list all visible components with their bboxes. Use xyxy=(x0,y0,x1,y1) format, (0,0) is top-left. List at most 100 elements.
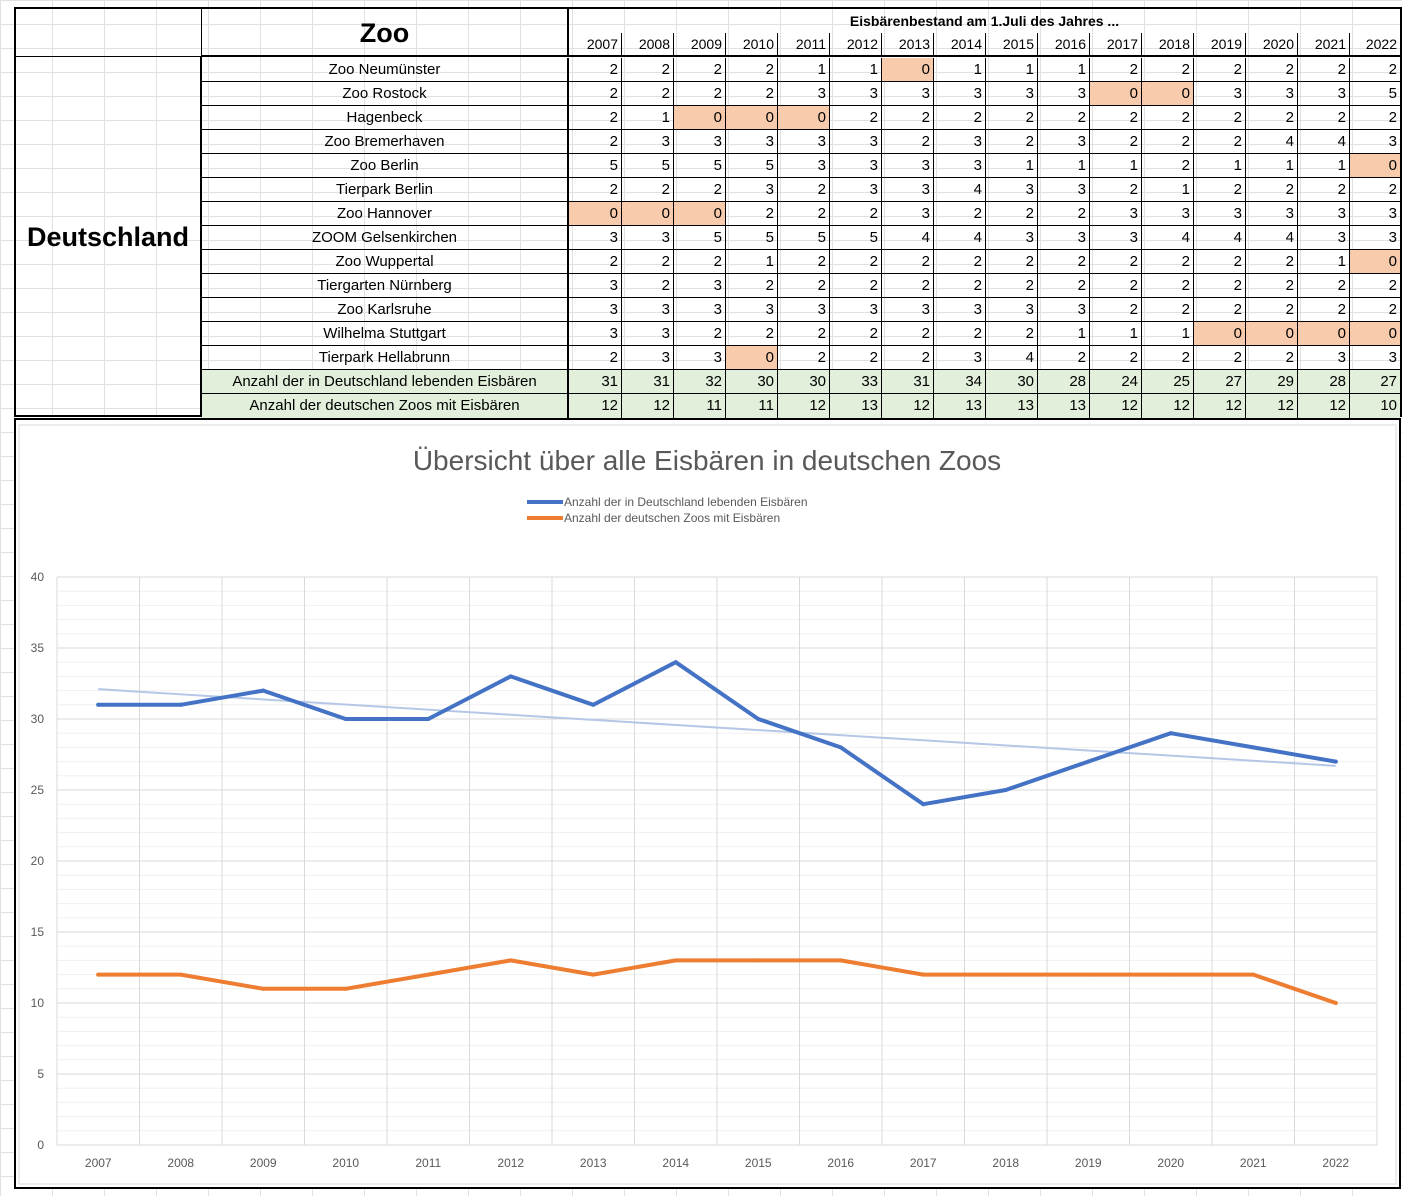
data-point[interactable] xyxy=(1168,731,1173,736)
value-cell[interactable]: 3 xyxy=(778,130,830,154)
total-value-cell[interactable]: 12 xyxy=(622,394,674,418)
value-cell[interactable]: 0 xyxy=(1194,322,1246,346)
value-cell[interactable]: 5 xyxy=(674,154,726,178)
value-cell[interactable]: 2 xyxy=(1194,178,1246,202)
value-cell[interactable]: 2 xyxy=(1194,346,1246,370)
value-cell[interactable]: 0 xyxy=(726,346,778,370)
value-cell[interactable]: 3 xyxy=(569,322,622,346)
total-value-cell[interactable]: 30 xyxy=(986,370,1038,394)
value-cell[interactable]: 2 xyxy=(882,274,934,298)
value-cell[interactable]: 4 xyxy=(934,226,986,250)
value-cell[interactable]: 4 xyxy=(1298,130,1350,154)
legend-label[interactable]: Anzahl der deutschen Zoos mit Eisbären xyxy=(564,511,780,525)
value-cell[interactable]: 2 xyxy=(986,130,1038,154)
value-cell[interactable]: 1 xyxy=(1194,154,1246,178)
value-cell[interactable]: 2 xyxy=(882,250,934,274)
total-value-cell[interactable]: 31 xyxy=(622,370,674,394)
value-cell[interactable]: 3 xyxy=(1038,178,1090,202)
total-value-cell[interactable]: 25 xyxy=(1142,370,1194,394)
value-cell[interactable]: 0 xyxy=(1350,322,1400,346)
data-point[interactable] xyxy=(1003,788,1008,792)
value-cell[interactable]: 2 xyxy=(1350,274,1400,298)
data-point[interactable] xyxy=(673,660,678,665)
year-header[interactable]: 2007 xyxy=(569,33,622,57)
zoo-name[interactable]: Tierpark Hellabrunn xyxy=(202,346,569,370)
data-point[interactable] xyxy=(838,745,843,750)
series-line-2[interactable] xyxy=(96,958,1338,1005)
value-cell[interactable]: 2 xyxy=(934,202,986,226)
value-cell[interactable]: 2 xyxy=(1350,106,1400,130)
value-cell[interactable]: 2 xyxy=(1194,130,1246,154)
value-cell[interactable]: 1 xyxy=(1298,154,1350,178)
value-cell[interactable]: 4 xyxy=(1246,226,1298,250)
zoo-name[interactable]: Zoo Neumünster xyxy=(202,58,569,82)
value-cell[interactable]: 2 xyxy=(726,82,778,106)
value-cell[interactable]: 2 xyxy=(778,346,830,370)
data-point[interactable] xyxy=(508,958,513,963)
value-cell[interactable]: 2 xyxy=(882,322,934,346)
data-point[interactable] xyxy=(343,717,348,721)
value-cell[interactable]: 3 xyxy=(1350,346,1400,370)
data-point[interactable] xyxy=(178,702,183,707)
value-cell[interactable]: 1 xyxy=(1142,178,1194,202)
value-cell[interactable]: 2 xyxy=(830,322,882,346)
value-cell[interactable]: 0 xyxy=(674,202,726,226)
value-cell[interactable]: 2 xyxy=(1038,346,1090,370)
zoo-header[interactable]: Zoo xyxy=(202,9,569,57)
data-point[interactable] xyxy=(1086,759,1091,764)
value-cell[interactable]: 1 xyxy=(622,106,674,130)
value-cell[interactable]: 1 xyxy=(726,250,778,274)
year-header[interactable]: 2014 xyxy=(934,33,986,57)
value-cell[interactable]: 3 xyxy=(882,154,934,178)
value-cell[interactable]: 5 xyxy=(622,154,674,178)
value-cell[interactable]: 2 xyxy=(1246,298,1298,322)
value-cell[interactable]: 2 xyxy=(1090,346,1142,370)
value-cell[interactable]: 0 xyxy=(1298,322,1350,346)
total-value-cell[interactable]: 12 xyxy=(569,394,622,418)
data-point[interactable] xyxy=(261,688,266,693)
value-cell[interactable]: 2 xyxy=(934,106,986,130)
value-cell[interactable]: 4 xyxy=(986,346,1038,370)
value-cell[interactable]: 2 xyxy=(1246,250,1298,274)
value-cell[interactable]: 2 xyxy=(778,274,830,298)
data-point[interactable] xyxy=(756,717,761,721)
total-value-cell[interactable]: 13 xyxy=(986,394,1038,418)
value-cell[interactable]: 3 xyxy=(934,82,986,106)
value-cell[interactable]: 2 xyxy=(726,322,778,346)
value-cell[interactable]: 0 xyxy=(1350,250,1400,274)
value-cell[interactable]: 2 xyxy=(1194,298,1246,322)
value-cell[interactable]: 2 xyxy=(1194,274,1246,298)
total-value-cell[interactable]: 13 xyxy=(934,394,986,418)
value-cell[interactable]: 1 xyxy=(1038,58,1090,82)
data-point[interactable] xyxy=(343,986,348,991)
total-value-cell[interactable]: 31 xyxy=(882,370,934,394)
value-cell[interactable]: 2 xyxy=(1194,250,1246,274)
value-cell[interactable]: 3 xyxy=(1350,202,1400,226)
year-header[interactable]: 2016 xyxy=(1038,33,1090,57)
value-cell[interactable]: 2 xyxy=(1246,106,1298,130)
total-value-cell[interactable]: 12 xyxy=(1090,394,1142,418)
value-cell[interactable]: 0 xyxy=(1246,322,1298,346)
value-cell[interactable]: 1 xyxy=(986,58,1038,82)
value-cell[interactable]: 2 xyxy=(1038,202,1090,226)
total-value-cell[interactable]: 11 xyxy=(726,394,778,418)
value-cell[interactable]: 3 xyxy=(778,154,830,178)
corner-cell[interactable] xyxy=(16,9,202,57)
value-cell[interactable]: 2 xyxy=(934,274,986,298)
value-cell[interactable]: 2 xyxy=(986,202,1038,226)
value-cell[interactable]: 3 xyxy=(569,226,622,250)
data-point[interactable] xyxy=(261,986,266,991)
value-cell[interactable]: 2 xyxy=(1090,298,1142,322)
value-cell[interactable]: 2 xyxy=(1142,106,1194,130)
value-cell[interactable]: 2 xyxy=(1142,346,1194,370)
total-value-cell[interactable]: 13 xyxy=(830,394,882,418)
value-cell[interactable]: 3 xyxy=(986,178,1038,202)
value-cell[interactable]: 2 xyxy=(830,106,882,130)
value-cell[interactable]: 3 xyxy=(934,154,986,178)
zoo-name[interactable]: Tiergarten Nürnberg xyxy=(202,274,569,298)
value-cell[interactable]: 2 xyxy=(1350,298,1400,322)
value-cell[interactable]: 3 xyxy=(1246,82,1298,106)
year-header[interactable]: 2021 xyxy=(1298,33,1350,57)
value-cell[interactable]: 3 xyxy=(622,322,674,346)
value-cell[interactable]: 3 xyxy=(1194,202,1246,226)
